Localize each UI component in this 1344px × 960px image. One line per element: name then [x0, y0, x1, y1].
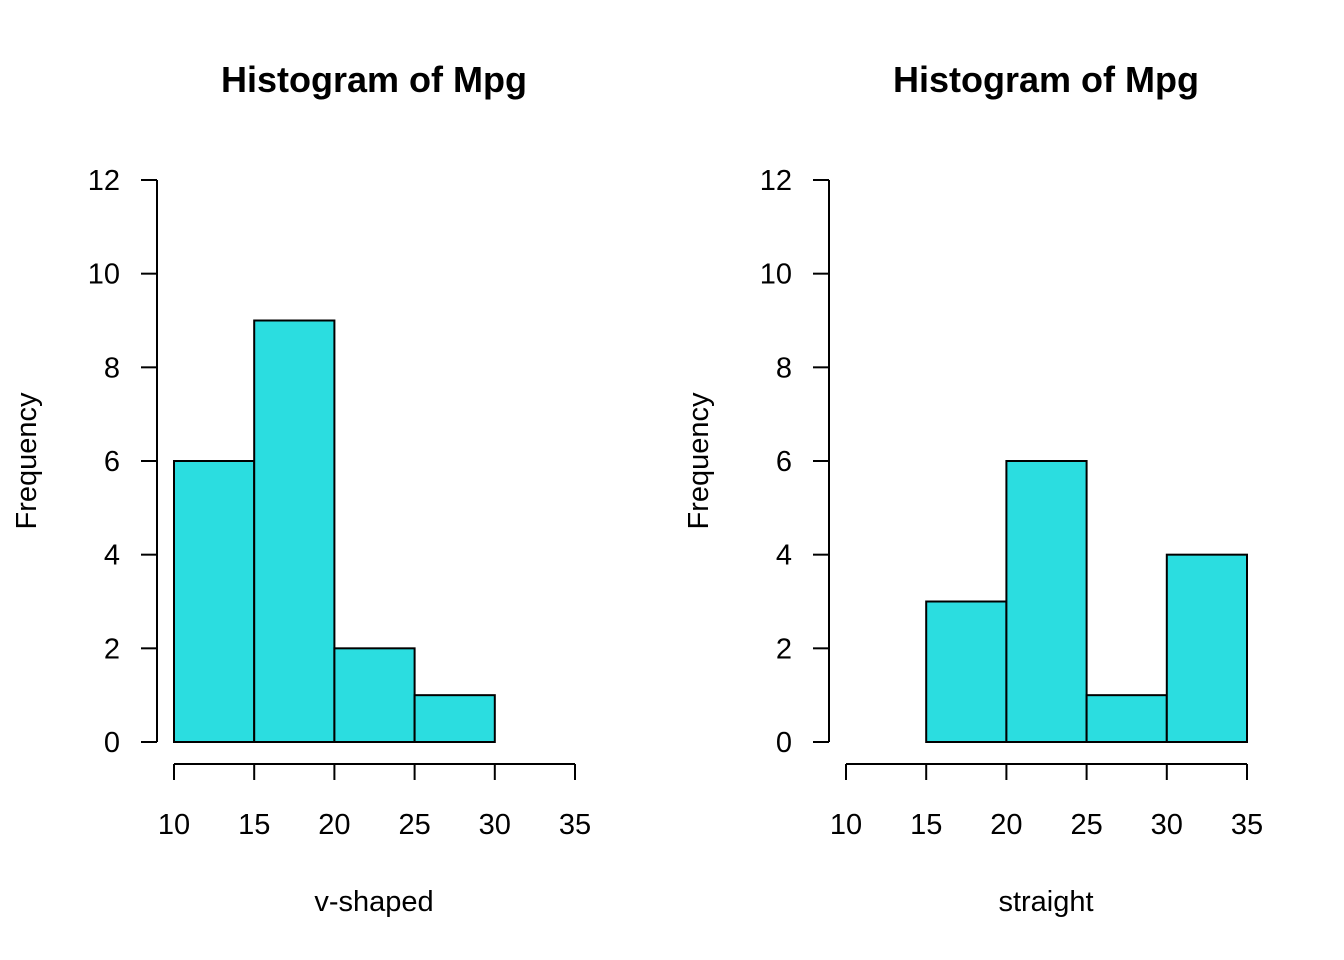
- y-tick-label: 6: [776, 446, 792, 478]
- y-tick-label: 2: [776, 633, 792, 665]
- histogram-panel-v-shaped: Histogram of Mpg 0 2 4 6 8 10 12 10 15 20 25 30 35 v-s…: [11, 59, 591, 918]
- y-tick-label: 0: [776, 727, 792, 759]
- x-tick-label: 35: [559, 809, 591, 841]
- y-tick-label: 8: [776, 352, 792, 384]
- histogram-panel-straight: Histogram of Mpg 0 2 4 6 8 10 12 10 15 20 25 30 35 str…: [683, 59, 1263, 918]
- histogram-bar: [173, 460, 256, 743]
- y-tick-label: 10: [88, 259, 120, 291]
- y-tick-label: 0: [104, 727, 120, 759]
- y-axis-label: Frequency: [11, 392, 43, 530]
- y-tick-label: 4: [104, 540, 120, 572]
- chart-title: Histogram of Mpg: [221, 59, 527, 100]
- x-tick-label: 15: [910, 809, 942, 841]
- x-tick-label: 25: [1070, 809, 1102, 841]
- chart-title: Histogram of Mpg: [893, 59, 1199, 100]
- x-tick-label: 30: [479, 809, 511, 841]
- x-tick-label: 10: [158, 809, 190, 841]
- x-tick-label: 15: [238, 809, 270, 841]
- y-tick-label: 2: [104, 633, 120, 665]
- y-tick-label: 12: [88, 165, 120, 197]
- histogram-bar: [1165, 553, 1249, 744]
- x-axis-label: v-shaped: [314, 886, 433, 918]
- y-tick-label: 4: [776, 540, 792, 572]
- y-tick-label: 8: [104, 352, 120, 384]
- x-tick-label: 20: [990, 809, 1022, 841]
- histogram-bar: [333, 647, 416, 743]
- x-tick-label: 35: [1231, 809, 1263, 841]
- y-axis-label: Frequency: [683, 392, 715, 530]
- histogram-bar: [1085, 694, 1168, 744]
- x-tick-label: 20: [318, 809, 350, 841]
- y-tick-label: 6: [104, 446, 120, 478]
- histogram-bar: [925, 600, 1008, 743]
- x-axis-label: straight: [998, 886, 1093, 918]
- y-tick-label: 10: [760, 259, 792, 291]
- histogram-bar: [413, 694, 496, 744]
- x-tick-label: 25: [398, 809, 430, 841]
- histogram-bar: [253, 319, 336, 743]
- y-tick-label: 12: [760, 165, 792, 197]
- x-tick-label: 30: [1151, 809, 1183, 841]
- histogram-bar: [1005, 460, 1088, 743]
- x-tick-label: 10: [830, 809, 862, 841]
